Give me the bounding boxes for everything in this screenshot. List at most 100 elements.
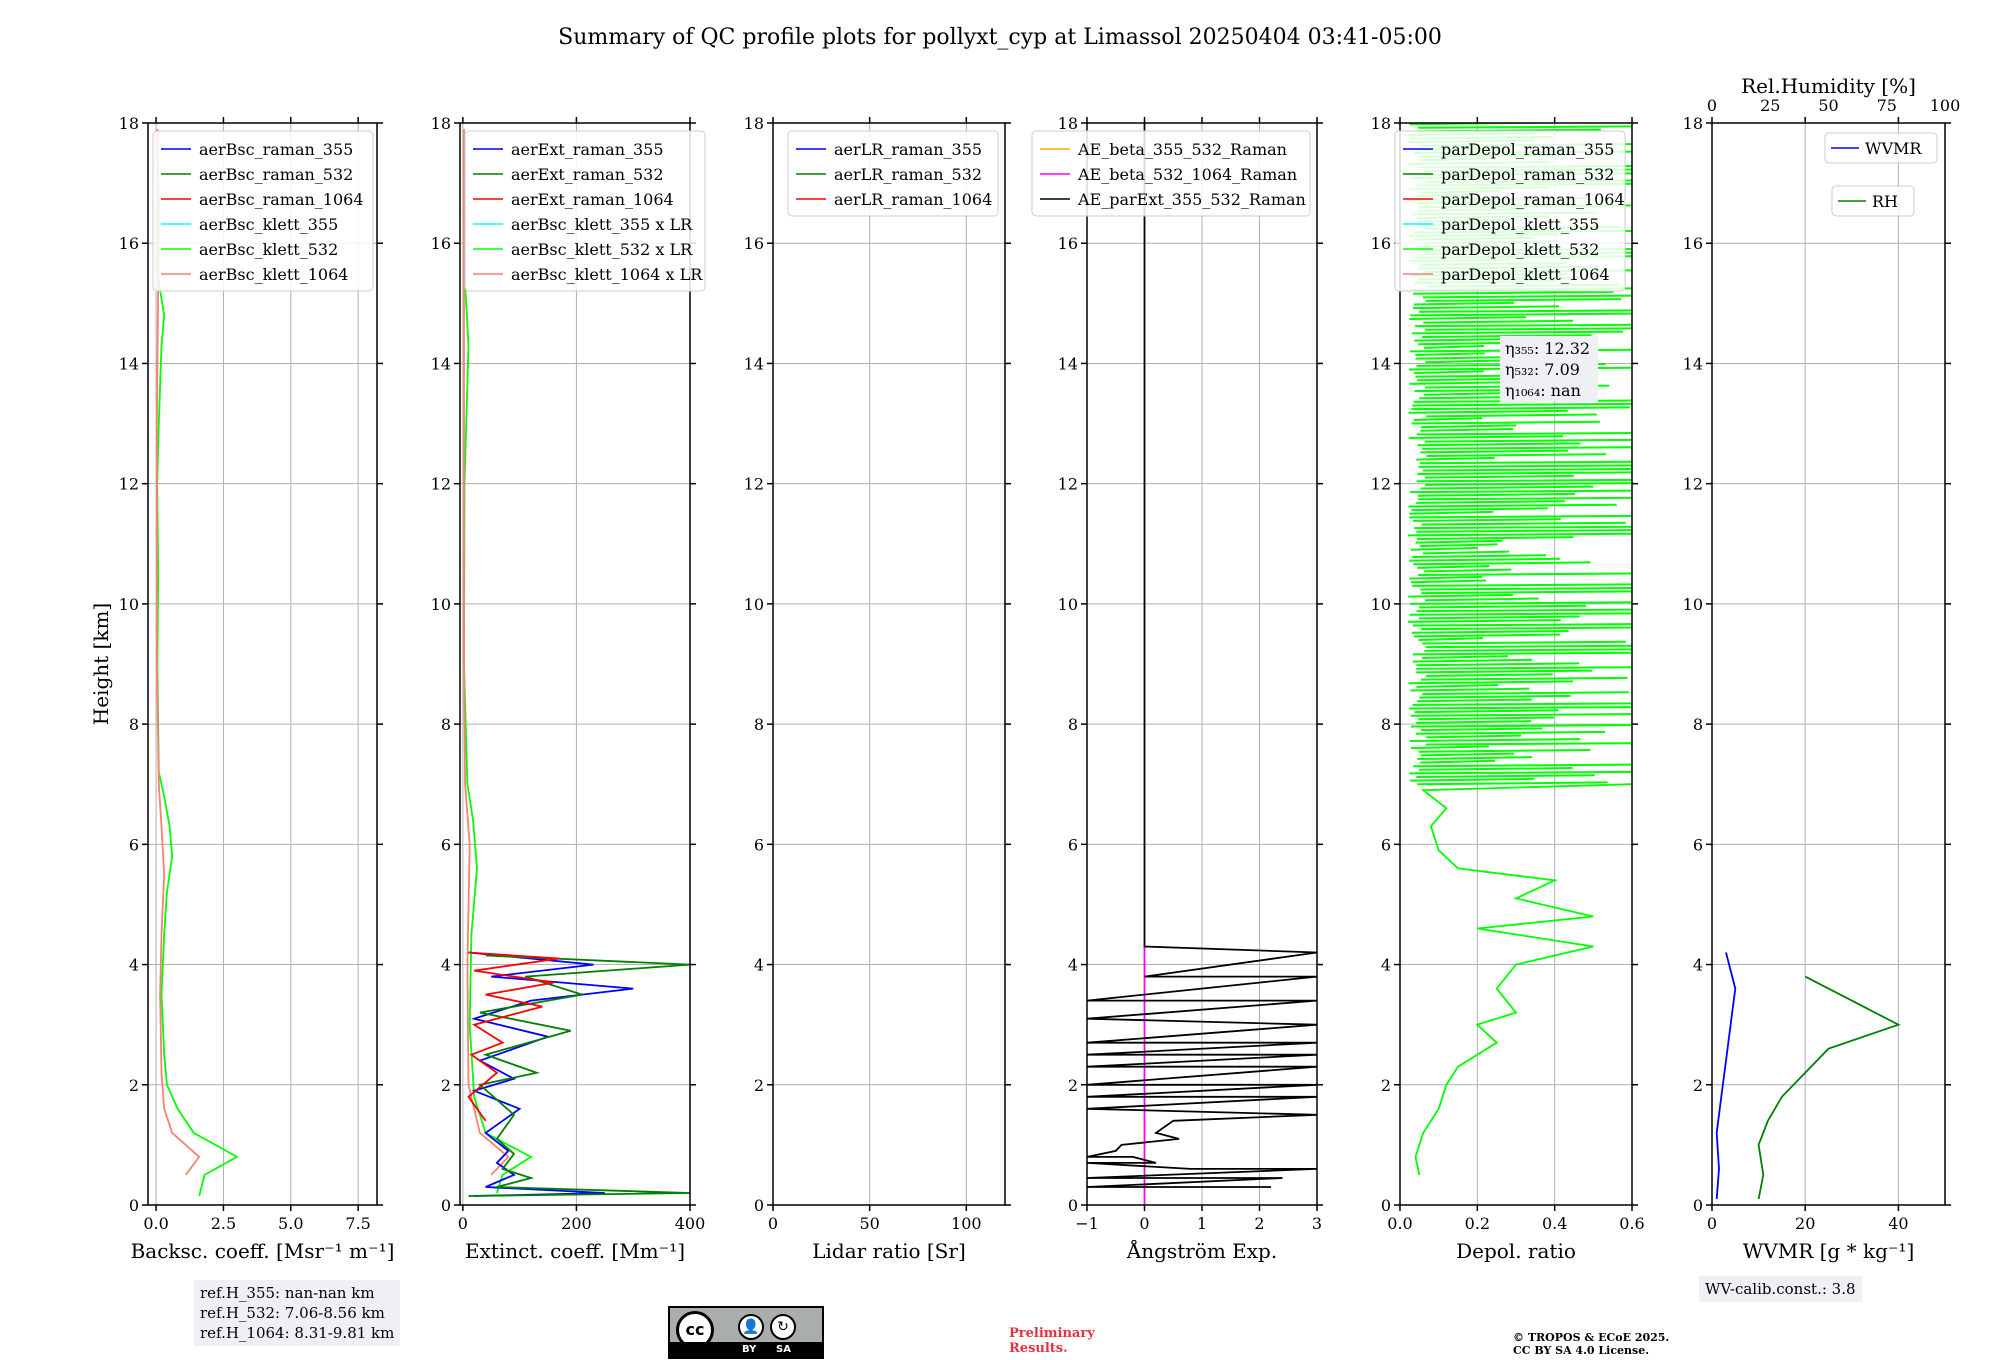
depol-noise-segment (1409, 681, 1573, 683)
depol-noise-segment (1419, 310, 1701, 312)
y-tick-label: 16 (119, 234, 139, 253)
y-tick-label: 12 (1371, 475, 1391, 494)
panel-depol: 0246810121416180.0 0.2 0.4 0.6Depol. ratiop… (1371, 114, 1708, 1263)
x-axis-label: Backsc. coeff. [Msr⁻¹ m⁻¹] (131, 1239, 395, 1263)
panel-ae: 024681012141618−1 0 1 2 3Ångström Exp.AE_bet… (1032, 114, 1323, 1263)
legend-label: parDepol_raman_1064 (1441, 190, 1625, 209)
depol-noise-segment (1419, 606, 1586, 608)
y-tick-label: 18 (1683, 114, 1703, 133)
y-tick-label: 0 (754, 1196, 764, 1215)
depol-noise-segment (1418, 638, 1482, 640)
depol-noise-segment (1422, 692, 1628, 694)
by-person-icon: 👤 (738, 1314, 764, 1340)
copyright-note: © TROPOS & ECoE 2025. CC BY SA 4.0 Licen… (1513, 1331, 1669, 1357)
legend-label: aerBsc_klett_1064 x LR (511, 265, 703, 284)
depol-noise-segment (1426, 299, 1621, 301)
x-tick-label: 3 (1312, 1214, 1322, 1233)
depol-noise-segment (1415, 353, 1484, 355)
depol-noise-segment (1418, 126, 1696, 128)
wv-calib-note: WV-calib.const.: 3.8 (1699, 1276, 1862, 1302)
depol-noise-segment (1410, 490, 1686, 492)
depol-noise-segment (1425, 476, 1574, 478)
depol-noise-segment (1409, 516, 1682, 518)
depol-noise-segment (1416, 530, 1648, 532)
y-tick-label: 10 (1371, 595, 1391, 614)
depol-noise-segment (1420, 544, 1498, 546)
y-tick-label: 2 (1693, 1076, 1703, 1095)
y-tick-label: 8 (1693, 715, 1703, 734)
depol-noise-segment (1423, 321, 1573, 323)
x-tick-label: 100 (951, 1214, 982, 1233)
depol-noise-segment (1416, 685, 1498, 687)
y-tick-label: 12 (744, 475, 764, 494)
depol-noise-segment (1409, 382, 1515, 384)
legend-label: RH (1872, 192, 1898, 211)
depol-noise-segment (1418, 494, 1575, 496)
depol-noise-segment (1420, 588, 1679, 590)
depol-noise-segment (1412, 555, 1546, 557)
y-tick-label: 10 (1683, 595, 1703, 614)
y-tick-label: 18 (1371, 114, 1391, 133)
legend-label: parDepol_klett_1064 (1441, 265, 1610, 284)
y-tick-label: 0 (1381, 1196, 1391, 1215)
x-tick-label: 0 (1707, 1214, 1717, 1233)
depol-noise-segment (1408, 595, 1513, 597)
depol-noise-segment (1417, 443, 1580, 445)
y-tick-label: 0 (1068, 1196, 1078, 1215)
x-tick-label: 2 (1254, 1214, 1264, 1233)
series-aerExt_raman_355 (469, 953, 634, 1197)
depol-noise-segment (1417, 433, 1707, 435)
depol-noise-segment (1416, 721, 1531, 723)
depol-noise-segment (1423, 552, 1509, 554)
depol-noise-segment (1415, 710, 1559, 712)
preliminary-results-note: Preliminary Results. (1009, 1326, 1095, 1356)
depol-noise-segment (1417, 566, 1489, 568)
depol-noise-segment (1416, 667, 1672, 669)
depol-noise-segment (1408, 411, 1567, 413)
y-tick-label: 6 (129, 835, 139, 854)
ref-height-note: ref.H_355: nan-nan km ref.H_532: 7.06-8.5… (194, 1280, 400, 1346)
legend-label: aerLR_raman_355 (834, 140, 982, 159)
x-axis-label: Lidar ratio [Sr] (812, 1239, 966, 1263)
depol-noise-segment (1425, 598, 1539, 600)
legend-label: aerBsc_raman_355 (199, 140, 353, 159)
x-tick-label: 7.5 (345, 1214, 370, 1233)
depol-noise-segment (1417, 537, 1574, 539)
x-tick-label: 400 (675, 1214, 706, 1233)
x-tick-label: 0 (1139, 1214, 1149, 1233)
figure-title: Summary of QC profile plots for pollyxt_… (558, 25, 1442, 50)
y-tick-label: 6 (754, 835, 764, 854)
depol-noise-segment (1413, 292, 1613, 294)
depol-noise-segment (1417, 699, 1532, 701)
panel-ext: 0246810121416180 200 400Extinct. coeff. [M… (431, 114, 706, 1263)
depol-noise-segment (1409, 613, 1707, 615)
depol-noise-segment (1423, 296, 1642, 298)
legend-label: WVMR (1865, 139, 1922, 158)
x-tick-label: −1 (1075, 1214, 1099, 1233)
top-x-tick-label: 50 (1818, 96, 1838, 115)
y-tick-label: 2 (441, 1076, 451, 1095)
cc-by-label: BY (742, 1342, 756, 1357)
depol-noise-segment (1418, 497, 1687, 499)
y-tick-label: 0 (1693, 1196, 1703, 1215)
y-tick-label: 8 (1068, 715, 1078, 734)
series-RH (1759, 977, 1899, 1199)
top-x-tick-label: 0 (1707, 96, 1717, 115)
y-tick-label: 14 (431, 354, 451, 373)
depol-noise-segment (1409, 707, 1692, 709)
x-tick-label: 20 (1795, 1214, 1815, 1233)
y-tick-label: 10 (119, 595, 139, 614)
depol-noise-segment (1418, 465, 1707, 467)
depol-noise-segment (1411, 508, 1548, 510)
depol-noise-segment (1413, 764, 1658, 766)
y-tick-label: 18 (1058, 114, 1078, 133)
y-tick-label: 10 (1058, 595, 1078, 614)
depol-noise-segment (1410, 689, 1529, 691)
depol-noise-segment (1413, 653, 1655, 655)
y-tick-label: 4 (129, 956, 139, 975)
depol-noise-segment (1425, 440, 1645, 442)
depol-noise-segment (1421, 627, 1648, 629)
y-tick-label: 16 (431, 234, 451, 253)
y-tick-label: 14 (1058, 354, 1078, 373)
